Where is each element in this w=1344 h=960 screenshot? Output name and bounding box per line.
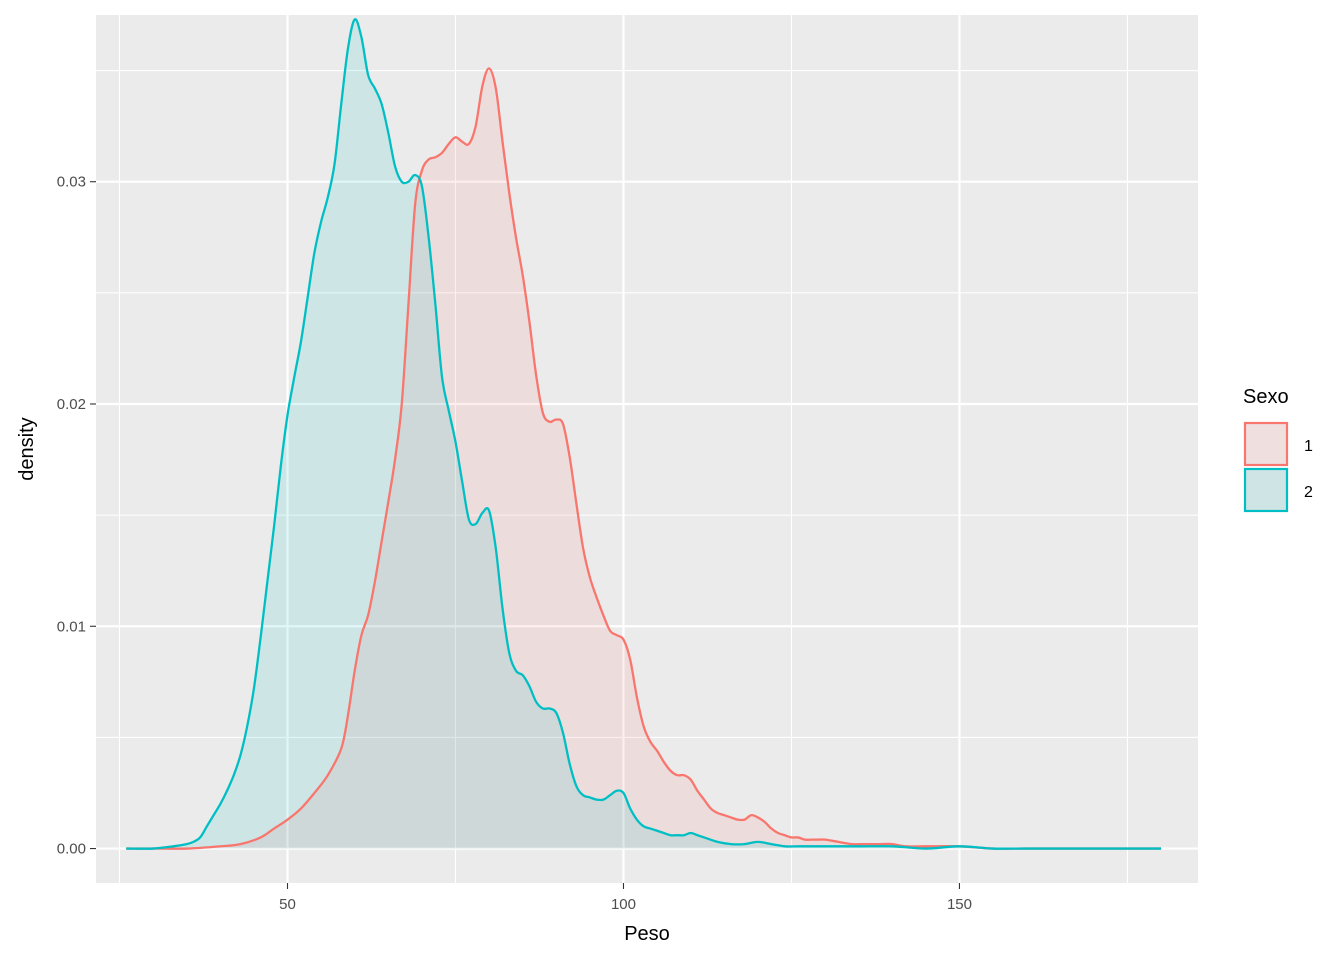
y-tick-label-2: 0.02: [57, 396, 86, 413]
plot-panel: [96, 15, 1198, 883]
x-tick-label-1: 100: [611, 896, 636, 913]
density-area-sexo-2: [126, 19, 1162, 849]
y-tick-label-1: 0.01: [57, 618, 86, 635]
minor-gridlines: [96, 15, 1198, 883]
legend-key-2: [1243, 467, 1289, 513]
y-axis-title: density: [16, 417, 38, 480]
y-tick-label-0: 0.00: [57, 841, 86, 858]
legend-label-2: 2: [1304, 484, 1313, 501]
density-line-sexo-1: [126, 67, 1162, 850]
y-axis: 0.00 0.01 0.02 0.03: [57, 174, 96, 858]
legend-title: Sexo: [1243, 386, 1289, 408]
legend-key-1: [1243, 421, 1289, 467]
legend: Sexo 1 2: [1243, 386, 1313, 513]
x-tick-label-0: 50: [279, 896, 296, 913]
x-axis: 50 100 150: [279, 883, 972, 913]
density-area-sexo-1: [126, 68, 1162, 849]
x-tick-label-2: 150: [947, 896, 972, 913]
x-axis-title: Peso: [624, 923, 670, 945]
major-gridlines: [96, 15, 1198, 883]
y-tick-label-3: 0.03: [57, 174, 86, 191]
density-series-layer: [126, 18, 1162, 850]
legend-label-1: 1: [1304, 438, 1313, 455]
density-line-sexo-2: [126, 18, 1162, 850]
